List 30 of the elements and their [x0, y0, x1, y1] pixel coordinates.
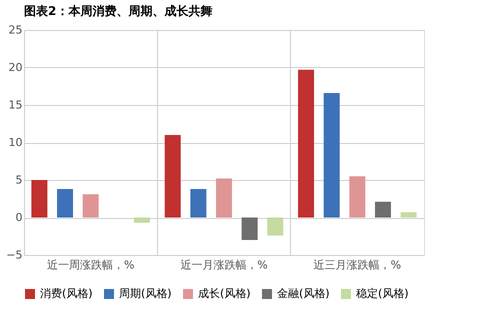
bar: [374, 202, 391, 218]
bar: [242, 218, 258, 240]
bar: [298, 70, 314, 218]
bar: [164, 135, 181, 218]
y-tick-label: −5: [6, 248, 22, 262]
chart-title: 图表2：本周消费、周期、成长共舞: [24, 4, 212, 18]
bar: [349, 176, 366, 218]
bar: [324, 93, 340, 218]
bar: [82, 194, 99, 218]
y-tick-label: 10: [8, 136, 22, 149]
bar: [134, 218, 150, 223]
legend-label: 成长(风格): [198, 287, 251, 300]
bar: [400, 212, 417, 218]
x-tick-label: 近三月涨跌幅，%: [314, 258, 402, 272]
bar: [190, 189, 206, 218]
y-tick-label: 20: [8, 61, 22, 74]
y-tick-label: 15: [8, 98, 22, 112]
bar: [216, 178, 232, 218]
bar: [57, 189, 74, 218]
x-tick-label: 近一月涨跌幅，%: [180, 258, 268, 272]
legend-label: 稳定(风格): [356, 287, 409, 300]
x-tick-label: 近一周涨跌幅，%: [46, 258, 134, 272]
bar: [31, 180, 48, 218]
y-tick-label: 25: [8, 24, 22, 36]
bar: [267, 218, 284, 236]
y-tick-label: 5: [16, 174, 22, 186]
legend-label: 金融(风格): [277, 287, 330, 300]
legend-label: 周期(风格): [119, 287, 172, 300]
legend-label: 消费(风格): [40, 287, 93, 300]
y-tick-label: 0: [16, 211, 22, 224]
